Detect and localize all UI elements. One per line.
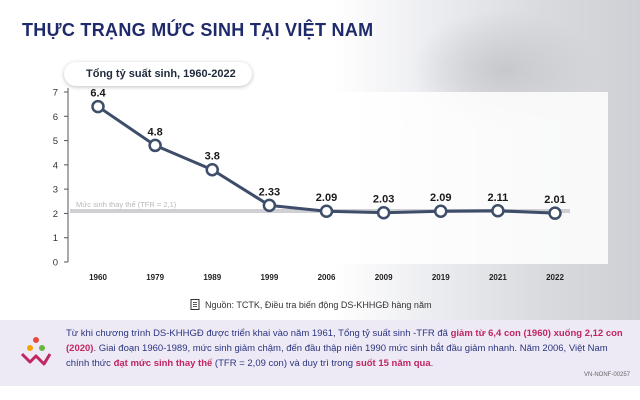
- data-label: 3.8: [205, 151, 220, 163]
- source-note: Nguồn: TCTK, Điều tra biến động DS-KHHGĐ…: [205, 300, 432, 310]
- data-label: 2.01: [544, 194, 565, 206]
- data-point: [491, 204, 505, 218]
- x-tick-label: 1979: [146, 273, 164, 282]
- x-tick-label: 2009: [375, 273, 393, 282]
- data-point: [262, 198, 277, 213]
- data-point: [434, 204, 448, 218]
- info-text-2: . Giai đoạn 1960-1989, mức sinh giảm chậ…: [66, 343, 608, 369]
- logo-icon: [20, 337, 52, 366]
- info-text-3: (TFR = 2,09 con) và duy trì trong: [212, 358, 356, 369]
- info-highlight-2: đạt mức sinh thay thế: [113, 358, 213, 369]
- y-tick-label: 3: [53, 185, 58, 196]
- y-tick-label: 6: [53, 112, 58, 123]
- info-highlight-3: suốt 15 năm qua: [355, 358, 431, 369]
- x-tick-label: 2022: [546, 273, 564, 282]
- data-label: 4.8: [147, 126, 162, 138]
- x-tick-label: 1989: [203, 273, 221, 282]
- y-tick-label: 4: [53, 160, 58, 171]
- data-point: [91, 99, 105, 114]
- x-tick-label: 2019: [432, 273, 450, 282]
- x-tick-label: 2021: [489, 273, 507, 282]
- page-title: THỰC TRẠNG MỨC SINH TẠI VIỆT NAM: [22, 20, 374, 40]
- data-point: [319, 204, 334, 218]
- data-point: [376, 205, 391, 220]
- y-tick-label: 5: [53, 136, 58, 147]
- x-axis: 1960 1979 1989 1999 2006 2009 2019 2021 2022: [89, 273, 564, 282]
- chart-panel: [48, 92, 608, 264]
- footer-bar: [0, 386, 640, 400]
- reference-label: Mức sinh thay thế (TFR = 2,1): [76, 200, 177, 209]
- chart-title: Tổng tỷ suất sinh, 1960-2022: [64, 62, 252, 86]
- data-label: 2.33: [259, 186, 280, 198]
- data-label: 2.11: [487, 192, 508, 204]
- info-text-4: .: [430, 358, 434, 369]
- data-point: [548, 206, 562, 220]
- x-tick-label: 1960: [89, 273, 107, 282]
- y-tick-label: 2: [53, 209, 58, 220]
- document-code: VN-NONF-00257: [583, 372, 630, 378]
- info-highlight-1: giảm từ 6,4 con (1960) xuống 2,12 con (2…: [66, 328, 623, 354]
- y-tick-label: 0: [53, 258, 58, 269]
- data-label: 2.09: [430, 192, 451, 204]
- data-point: [148, 138, 162, 153]
- x-tick-label: 2006: [318, 273, 336, 282]
- y-axis: 0 1 2 3 4 5 6 7: [53, 88, 69, 269]
- x-tick-label: 1999: [260, 273, 278, 282]
- data-label: 2.03: [373, 194, 394, 206]
- data-label: 2.09: [316, 192, 337, 204]
- data-point: [205, 162, 219, 177]
- info-band: [0, 320, 640, 386]
- line-chart: 0 1 2 3 4 5 6 7 Mức sinh thay thế (TFR = 2,1) 6…: [53, 88, 570, 282]
- info-text-1: Từ khi chương trình DS-KHHGĐ được triển …: [66, 328, 451, 339]
- data-label: 6.4: [90, 88, 106, 100]
- info-paragraph: Từ khi chương trình DS-KHHGĐ được triển …: [66, 326, 626, 371]
- y-tick-label: 1: [53, 233, 58, 244]
- document-icon: [190, 299, 200, 310]
- data-points: 6.4 4.8 3.8 2.33 2.09 2.03 2.09 2.11 2.01: [90, 88, 566, 220]
- y-tick-label: 7: [53, 88, 58, 99]
